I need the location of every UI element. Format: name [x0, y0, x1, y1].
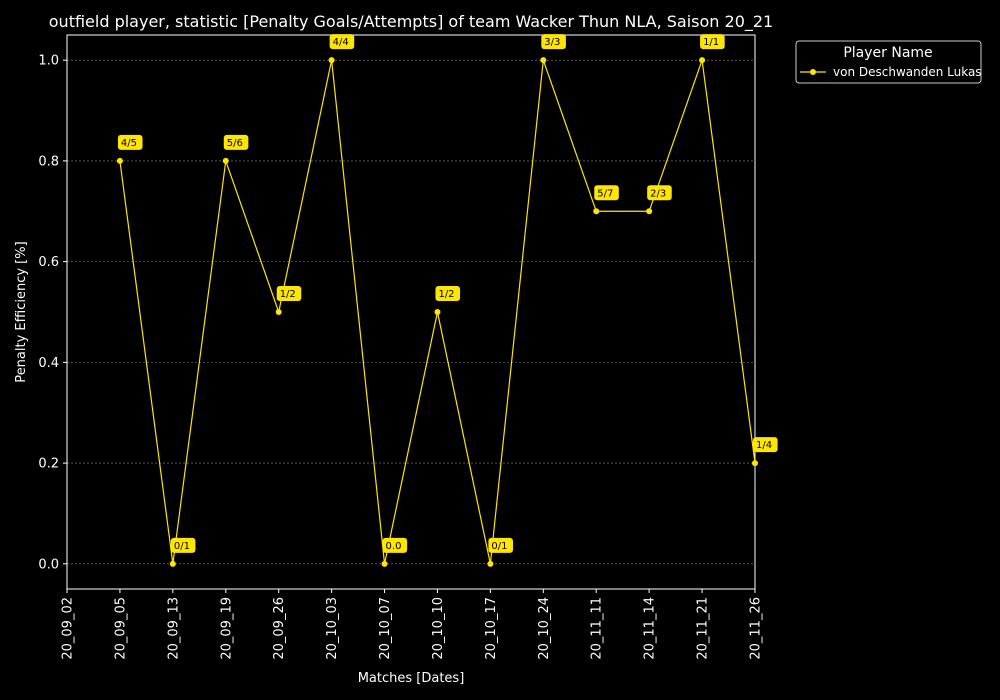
- legend-title: Player Name: [843, 45, 932, 61]
- data-label-box: [594, 185, 619, 201]
- data-point: [752, 460, 758, 467]
- data-label-box: [276, 286, 302, 301]
- data-label-box: [700, 34, 725, 50]
- data-label-box: [170, 537, 196, 553]
- x-tick-label: 20_10_10: [431, 597, 446, 660]
- gridlines: [67, 59, 755, 565]
- y-tick-label: 0.8: [38, 154, 59, 169]
- data-label-box: [117, 134, 143, 150]
- x-tick-label: 20_09_02: [61, 597, 76, 660]
- data-label-box: [488, 537, 513, 553]
- x-tick-label: 20_10_03: [325, 597, 340, 660]
- data-label: 4/5: [121, 138, 137, 149]
- data-label: 0/1: [174, 541, 190, 552]
- x-tick-label: 20_11_11: [590, 597, 605, 660]
- data-point: [540, 57, 547, 64]
- data-label-box: [541, 34, 566, 50]
- data-label: 0.0: [386, 541, 402, 552]
- chart-title: outfield player, statistic [Penalty Goal…: [49, 12, 773, 32]
- data-label-box: [329, 34, 355, 50]
- x-tick-label: 20_09_13: [166, 597, 181, 660]
- x-tick-label: 20_11_26: [749, 597, 764, 660]
- y-axis-label: Penalty Efficiency [%]: [14, 241, 29, 382]
- data-label: 0/1: [491, 541, 507, 552]
- x-axis-label: Matches [Dates]: [358, 671, 465, 686]
- x-tick-label: 20_11_21: [696, 597, 711, 660]
- legend-series-label: von Deschwanden Lukas: [833, 65, 982, 79]
- data-point: [593, 208, 600, 215]
- data-label-box: [753, 437, 778, 453]
- data-point: [169, 560, 176, 567]
- data-point: [275, 309, 282, 315]
- x-tick-label: 20_09_26: [272, 597, 287, 660]
- series-layer: [116, 57, 758, 567]
- data-point: [381, 560, 388, 567]
- data-point: [487, 560, 494, 567]
- data-label: 1/4: [756, 440, 772, 451]
- data-point: [328, 57, 335, 64]
- axis-ticks: 0.0 0.2 0.4 0.6 0.8 1.0 20_09_02 20_09_05 20_09_…: [38, 54, 763, 660]
- data-point: [434, 309, 441, 315]
- data-label: 5/7: [597, 188, 613, 199]
- data-label: 3/3: [544, 37, 560, 48]
- data-labels: 4/5 0/1 5/6 1/2 4/4 0.0 1/2 0/1 3/3 5/7 2/3 1/1 1/4: [117, 34, 778, 553]
- data-point: [116, 157, 123, 164]
- x-tick-label: 20_11_14: [643, 597, 658, 660]
- data-label-box: [223, 134, 249, 150]
- legend-box: [795, 40, 982, 84]
- data-point: [646, 208, 653, 215]
- x-tick-label: 20_10_17: [484, 597, 499, 660]
- data-label: 2/3: [650, 188, 666, 199]
- data-label-box: [382, 537, 408, 553]
- data-label-box: [435, 286, 461, 301]
- data-label: 4/4: [333, 37, 349, 48]
- data-point: [222, 157, 229, 164]
- legend: Player Name von Deschwanden Lukas: [795, 40, 982, 84]
- plot-area-frame: [66, 34, 756, 590]
- y-tick-label: 0.4: [38, 356, 59, 371]
- data-label: 1/2: [438, 289, 454, 300]
- x-tick-label: 20_09_19: [219, 597, 234, 660]
- data-point: [699, 57, 706, 64]
- data-label-box: [647, 185, 672, 201]
- y-tick-label: 0.0: [38, 557, 59, 572]
- data-label: 5/6: [227, 138, 243, 149]
- x-tick-label: 20_10_07: [378, 597, 393, 660]
- data-label: 1/1: [703, 37, 719, 48]
- y-tick-label: 1.0: [38, 54, 59, 69]
- x-tick-label: 20_10_24: [537, 597, 552, 660]
- legend-series-marker: [810, 69, 816, 75]
- data-label: 1/2: [280, 289, 296, 300]
- y-tick-label: 0.2: [38, 457, 59, 472]
- x-tick-label: 20_09_05: [113, 597, 128, 660]
- y-tick-label: 0.6: [38, 255, 59, 270]
